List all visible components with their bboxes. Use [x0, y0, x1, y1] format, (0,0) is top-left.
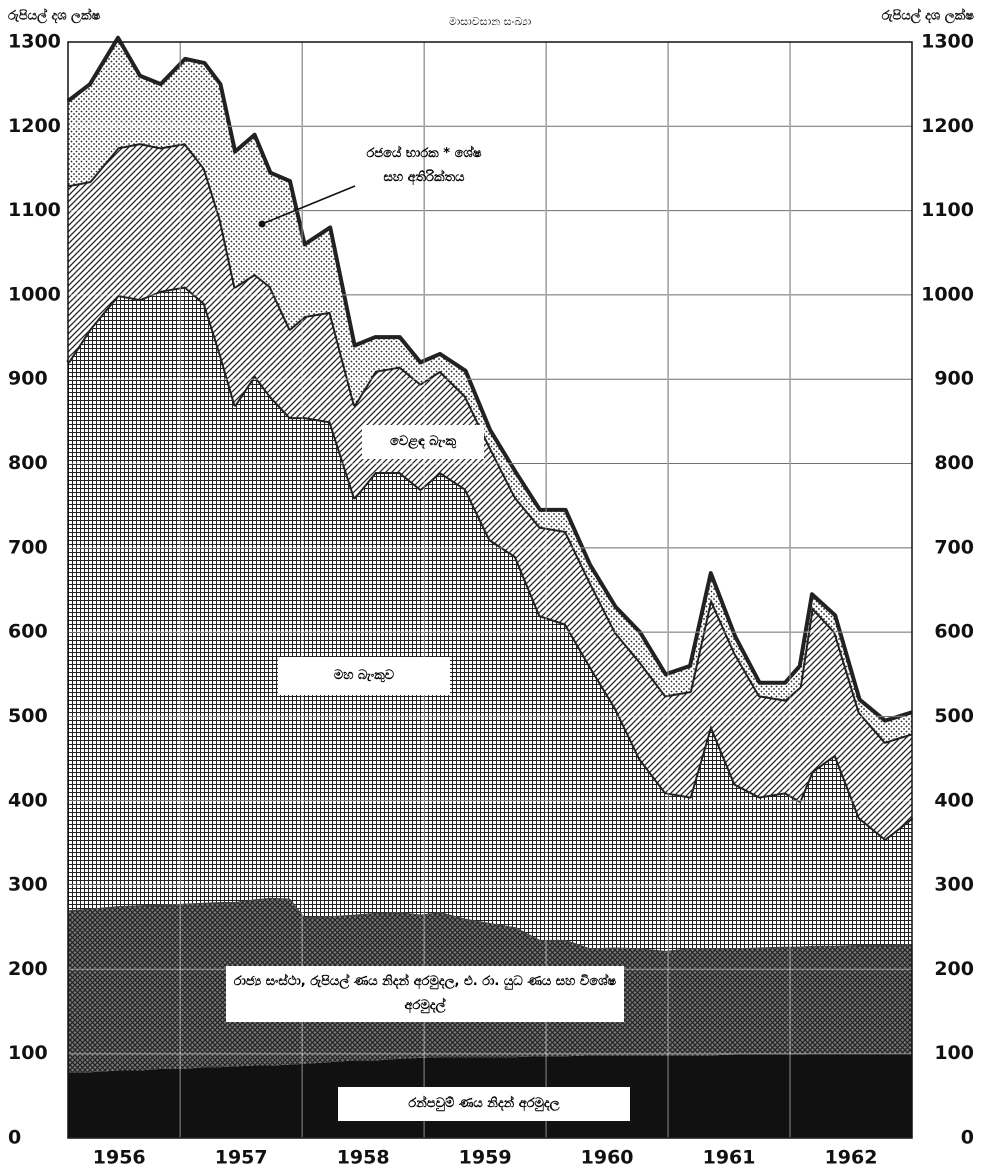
y-tick-label: 400 [8, 789, 48, 811]
leader-line [261, 185, 356, 225]
y-tick-label-right: 300 [934, 874, 974, 896]
area [68, 143, 912, 839]
y-tick-label-right: 900 [934, 368, 974, 390]
subtitle: මාසාවසාන සංඛ්‍යා [449, 15, 532, 28]
x-tick-label: 1957 [215, 1147, 268, 1169]
y-tick-label: 100 [8, 1042, 48, 1064]
y-tick-label: 500 [8, 705, 48, 727]
y-tick-label-right: 1000 [921, 283, 974, 305]
series-label: වෙළඳ බැංකු [362, 425, 484, 459]
y-tick-label: 1300 [8, 31, 61, 53]
y-tick-label-right: 0 [961, 1127, 974, 1149]
y-tick-label: 200 [8, 958, 48, 980]
y-tick-label-right: 200 [934, 958, 974, 980]
y-tick-label-right: 1100 [921, 199, 974, 221]
x-tick-label: 1956 [93, 1147, 146, 1169]
y-tick-label: 1000 [8, 283, 61, 305]
y-tick-label: 900 [8, 368, 48, 390]
y-tick-label: 800 [8, 452, 48, 474]
area [68, 37, 912, 742]
y-tick-label-right: 700 [934, 536, 974, 558]
y-tick-label: 1100 [8, 199, 61, 221]
y-tick-label-right: 800 [934, 452, 974, 474]
y-tick-label-right: 100 [934, 1042, 974, 1064]
y-tick-label: 0 [8, 1127, 21, 1149]
x-tick-label: 1958 [337, 1147, 390, 1169]
unit-label-right: රුපියල් දශ ලක්ෂ [882, 6, 975, 24]
y-tick-label-right: 600 [934, 621, 974, 643]
x-tick-label: 1960 [581, 1147, 634, 1169]
x-tick-label: 1962 [825, 1147, 878, 1169]
leader-dot [258, 220, 266, 228]
y-tick-label: 700 [8, 536, 48, 558]
y-tick-label-right: 400 [934, 789, 974, 811]
y-tick-label: 300 [8, 874, 48, 896]
x-tick-label: 1961 [703, 1147, 756, 1169]
series-label: රාජ්‍ය සංස්ථා, රුපියල් ණය නිදන් අරමුදල, … [226, 966, 624, 1022]
unit-label-left: රුපියල් දශ ලක්ෂ [8, 6, 101, 24]
boundary-line [66, 35, 913, 723]
area [68, 286, 912, 951]
y-tick-label-right: 500 [934, 705, 974, 727]
series-label: මහ බැංකුව [278, 657, 450, 695]
series-label: රන්පවුම් ණය නිදන් අරමුදල [338, 1087, 630, 1121]
x-tick-label: 1959 [459, 1147, 512, 1169]
y-tick-label-right: 1300 [921, 31, 974, 53]
series-label: රජයේ භාරක * ශේෂ සහ අතිරික්තය [366, 146, 482, 185]
y-tick-label: 1200 [8, 115, 61, 137]
y-tick-label: 600 [8, 621, 48, 643]
y-tick-label-right: 1200 [921, 115, 974, 137]
plot-frame [67, 41, 913, 1139]
